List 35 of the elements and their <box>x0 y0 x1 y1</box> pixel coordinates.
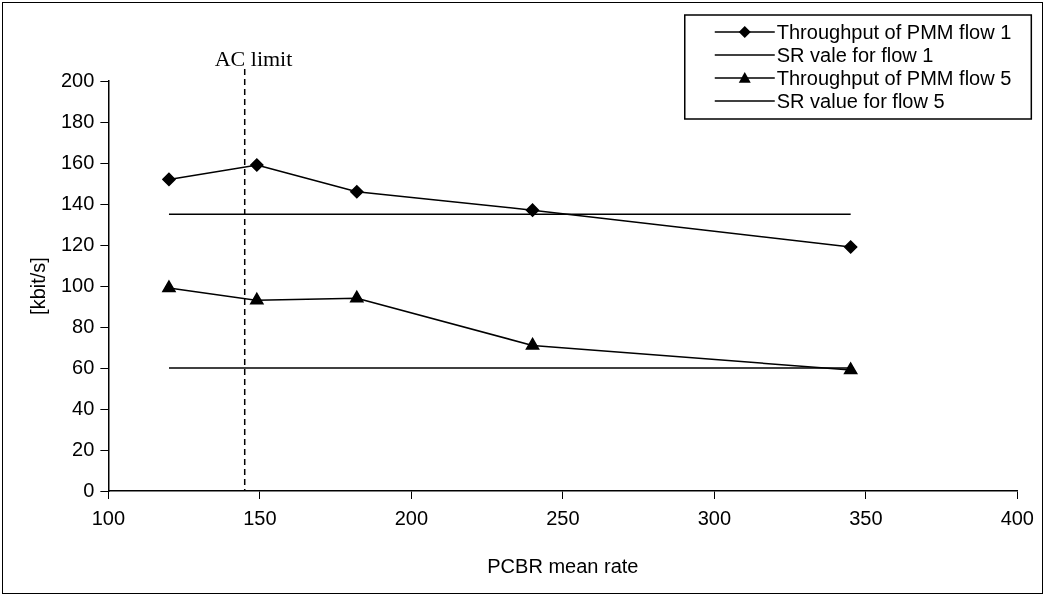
y-tick-label: 120 <box>60 232 95 255</box>
x-tick-label: 350 <box>849 506 883 529</box>
point <box>162 280 176 293</box>
legend-label: Throughput of PMM flow 5 <box>776 66 1012 89</box>
y-tick-label: 80 <box>72 314 95 337</box>
x-tick-label: 100 <box>91 506 126 529</box>
x-tick-label: 200 <box>394 506 429 529</box>
point <box>350 184 364 199</box>
y-tick-label: 20 <box>72 437 95 460</box>
x-tick-label: 150 <box>243 506 277 529</box>
x-tick-label: 250 <box>546 506 580 529</box>
point <box>350 290 364 303</box>
y-tick-label: 180 <box>60 109 95 132</box>
x-axis-title: PCBR mean rate <box>487 554 639 577</box>
y-tick-label: 160 <box>60 150 95 173</box>
y-tick-label: 40 <box>72 396 95 419</box>
y-tick-label: 60 <box>72 355 95 378</box>
point <box>525 337 540 350</box>
point <box>162 172 176 187</box>
y-tick-label: 200 <box>60 68 95 91</box>
point <box>250 292 264 305</box>
y-axis-title: [kbit/s] <box>26 257 49 315</box>
x-tick-label: 400 <box>1000 506 1034 529</box>
y-tick-label: 140 <box>60 191 95 214</box>
legend-label: Throughput of PMM flow 1 <box>776 20 1012 43</box>
legend-label: SR value for flow 5 <box>776 89 945 112</box>
point <box>525 203 540 217</box>
point <box>843 362 858 375</box>
point <box>843 240 858 254</box>
point <box>250 158 264 172</box>
x-tick-label: 300 <box>697 506 732 529</box>
legend-label: SR vale for flow 1 <box>776 43 934 66</box>
y-tick-label: 100 <box>60 273 95 296</box>
ref-line-label: AC limit <box>214 45 293 71</box>
y-tick-label: 0 <box>83 478 95 501</box>
